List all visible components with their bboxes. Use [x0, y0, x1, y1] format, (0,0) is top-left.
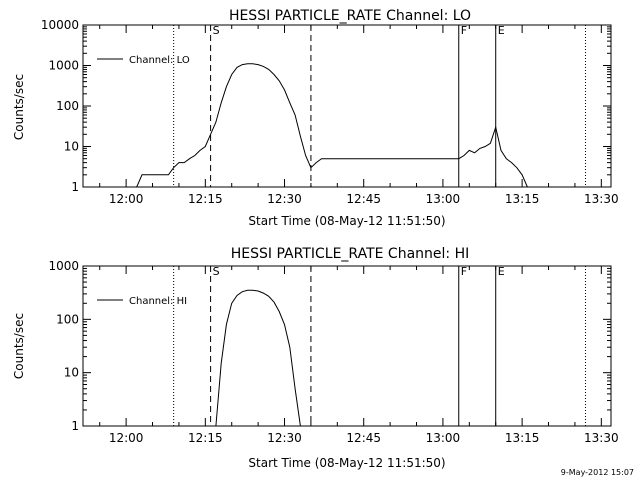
y-tick-label: 10: [64, 140, 79, 154]
y-tick-label: 1000: [48, 259, 79, 273]
x-tick-label: 12:30: [267, 431, 302, 445]
marker-label: F: [461, 24, 467, 37]
y-axis-label: Counts/sec: [12, 313, 26, 379]
marker-label: E: [498, 265, 505, 278]
y-tick-label: 10: [64, 366, 79, 380]
y-tick-label: 10000: [41, 18, 79, 32]
y-tick-label: 1: [71, 419, 79, 433]
chart-title: HESSI PARTICLE_RATE Channel: LO: [229, 8, 471, 24]
series-line: [215, 289, 301, 427]
x-tick-label: 12:45: [346, 431, 381, 445]
x-tick-label: 12:30: [267, 192, 302, 206]
chart-hi: HESSI PARTICLE_RATE Channel: HI Counts/s…: [12, 246, 619, 470]
x-tick-label: 13:00: [426, 192, 461, 206]
marker-label: S: [213, 265, 220, 278]
plot-timestamp: 9-May-2012 15:07: [561, 468, 634, 477]
marker-label: S: [213, 24, 220, 37]
y-tick-label: 100: [56, 312, 79, 326]
plot-frame: [82, 24, 612, 188]
legend-label: Channel: HI: [129, 296, 187, 307]
marker-label: F: [461, 265, 467, 278]
x-tick-label: 13:00: [426, 431, 461, 445]
x-tick-label: 12:15: [188, 431, 223, 445]
x-axis-label: Start Time (08-May-12 11:51:50): [248, 214, 445, 228]
x-tick-label: 12:45: [346, 192, 381, 206]
legend-label: Channel: LO: [129, 55, 190, 66]
x-tick-label: 13:15: [505, 431, 540, 445]
y-tick-label: 1000: [48, 59, 79, 73]
x-tick-label: 13:15: [505, 192, 540, 206]
x-tick-label: 13:30: [584, 192, 619, 206]
x-tick-label: 13:30: [584, 431, 619, 445]
chart-lo: HESSI PARTICLE_RATE Channel: LO Counts/s…: [12, 8, 619, 228]
x-axis-label: Start Time (08-May-12 11:51:50): [248, 456, 445, 470]
y-tick-label: 1: [71, 180, 79, 194]
marker-label: E: [498, 24, 505, 37]
plot-frame: [82, 265, 612, 427]
y-tick-label: 100: [56, 99, 79, 113]
y-axis-label: Counts/sec: [12, 74, 26, 140]
x-tick-label: 12:15: [188, 192, 223, 206]
x-tick-label: 12:00: [109, 431, 144, 445]
x-tick-label: 12:00: [109, 192, 144, 206]
series-line: [126, 63, 528, 188]
chart-title: HESSI PARTICLE_RATE Channel: HI: [231, 246, 469, 262]
